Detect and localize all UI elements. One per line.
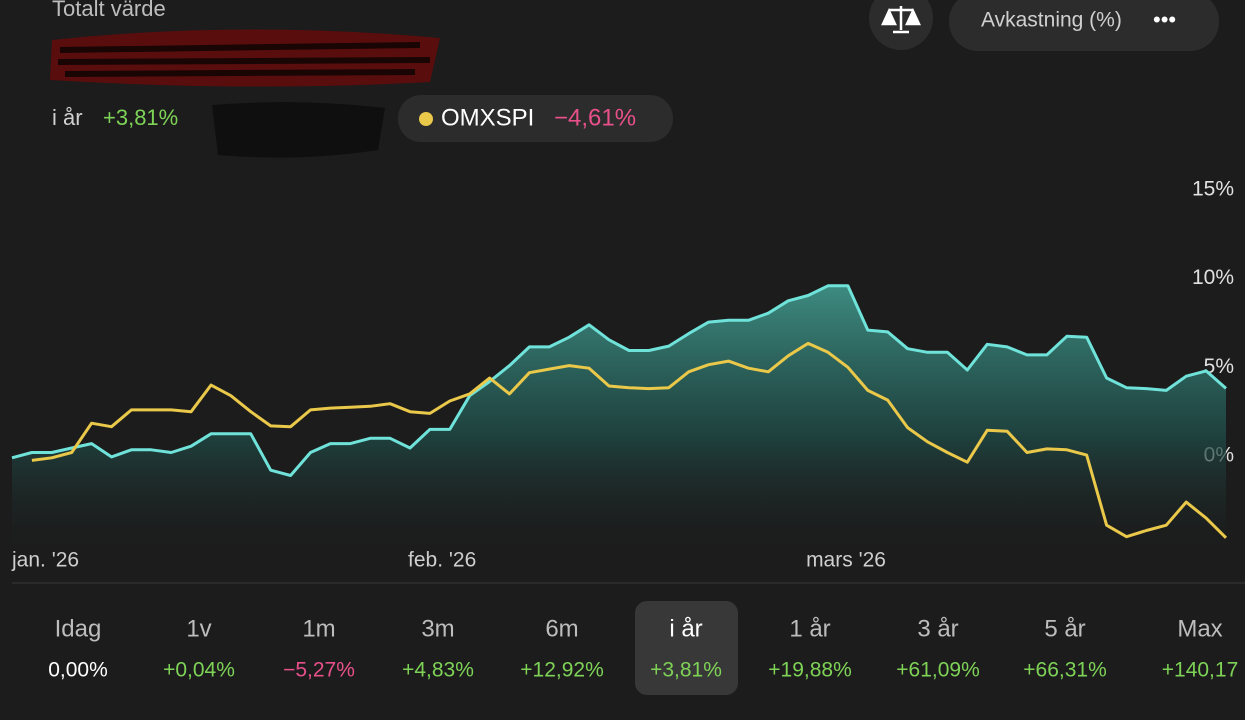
more-button[interactable]: •••: [1153, 7, 1176, 32]
period-label[interactable]: 3m: [421, 615, 454, 642]
line: [31, 341, 1228, 539]
period-change: −5,27%: [283, 659, 355, 682]
redaction-scribble: [57, 42, 431, 77]
period-label[interactable]: 1m: [302, 615, 335, 642]
benchmark-dot: [419, 112, 433, 126]
benchmark-pill[interactable]: [398, 95, 673, 142]
benchmark-name: OMXSPI: [441, 104, 534, 131]
period-label[interactable]: 5 år: [1044, 615, 1085, 642]
header-title: Totalt värde: [52, 0, 166, 21]
period-change: +0,04%: [163, 659, 235, 682]
scale-icon: [881, 6, 921, 34]
period-change: +19,88%: [768, 659, 852, 682]
line: [11, 284, 1227, 477]
period-change: +12,92%: [520, 659, 604, 682]
period-change: +3,81%: [103, 105, 178, 130]
period-label[interactable]: 6m: [545, 615, 578, 642]
period-change: +3,81%: [650, 659, 722, 682]
period-label[interactable]: Idag: [55, 615, 102, 642]
area-fill: [12, 285, 1226, 560]
period-change: +66,31%: [1023, 659, 1107, 682]
period-label[interactable]: 3 år: [917, 615, 958, 642]
y-tick-label: 15%: [1192, 178, 1234, 201]
period-label[interactable]: 1v: [186, 615, 211, 642]
y-tick-label: 5%: [1204, 355, 1234, 378]
period-label[interactable]: i år: [669, 615, 702, 642]
mode-label: Avkastning (%): [981, 9, 1122, 32]
mode-pill[interactable]: [949, 0, 1219, 51]
period-label: i år: [52, 105, 83, 130]
benchmark-change: −4,61%: [554, 104, 636, 131]
period-label[interactable]: Max: [1177, 615, 1222, 642]
period-change: +4,83%: [402, 659, 474, 682]
period-tabs: Idag 0,00% 1v +0,04% 1m −5,27% 3m +4,83% 6m +12,9…: [48, 601, 1238, 695]
y-tick-label: 10%: [1192, 266, 1234, 289]
period-tab-selected[interactable]: [635, 601, 738, 695]
period-label[interactable]: 1 år: [789, 615, 830, 642]
redaction: [212, 102, 385, 158]
period-change: +61,09%: [896, 659, 980, 682]
period-change: 0,00%: [48, 659, 108, 682]
period-change: +140,17: [1162, 659, 1239, 682]
